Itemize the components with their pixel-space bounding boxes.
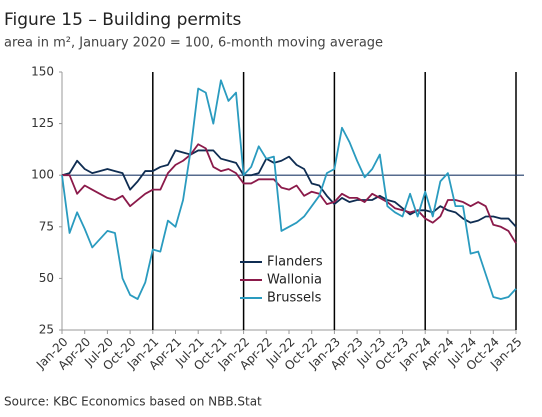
y-tick-label: 150 [31,65,54,79]
y-tick-label: 75 [39,219,54,233]
y-tick-label: 125 [31,116,54,130]
y-tick-label: 25 [39,323,54,337]
chart-subtitle: area in m², January 2020 = 100, 6-month … [4,36,383,51]
legend-label: Flanders [267,255,323,270]
series-line [61,79,517,300]
series-line [61,149,517,228]
legend-label: Wallonia [267,273,322,288]
y-tick-label: 50 [39,271,54,285]
legend-label: Brussels [267,291,322,306]
y-tick-label: 100 [31,168,54,182]
source-note: Source: KBC Economics based on NBB.Stat [4,395,262,409]
series-line [62,143,517,244]
chart-title: Figure 15 – Building permits [4,10,242,30]
